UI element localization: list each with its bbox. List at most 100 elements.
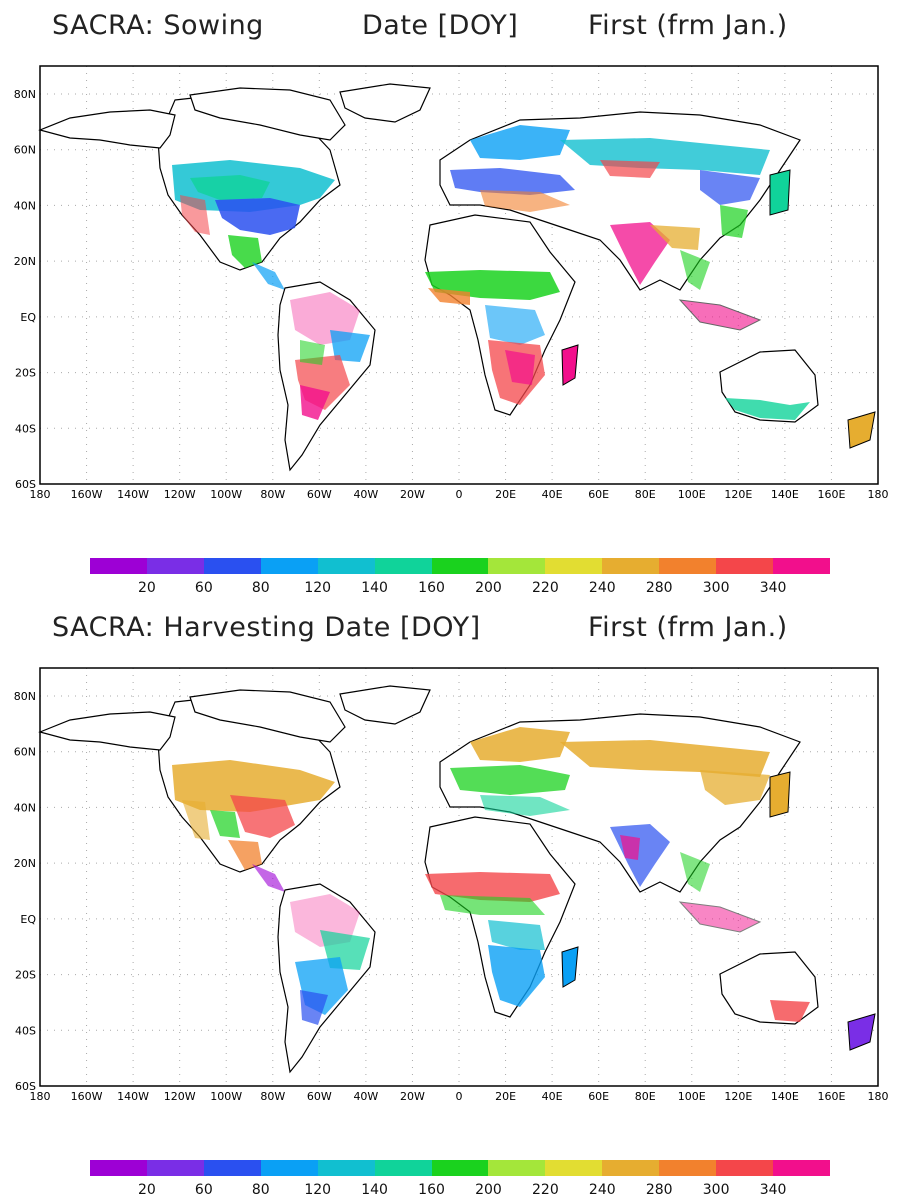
colorbar-swatch [659, 1160, 717, 1176]
lat-tick-label: 40N [14, 199, 36, 212]
colorbar-swatch [317, 558, 376, 574]
colorbar-label: 220 [532, 1182, 559, 1198]
map-data-layer [38, 83, 876, 472]
colorbar-swatch [716, 1160, 774, 1176]
lon-tick-label: 120W [164, 1090, 196, 1103]
lat-tick-label: 60N [14, 746, 36, 759]
colorbar-label: 200 [475, 580, 502, 596]
lat-tick-label: 20S [15, 367, 36, 380]
lat-tick-label: 40N [14, 801, 36, 814]
lon-tick-label: 60E [588, 488, 609, 501]
colorbar-swatch [260, 558, 319, 574]
lon-tick-label: 20E [495, 1090, 516, 1103]
lat-tick-labels: 80N 60N 40N 20N EQ 20S 40S 60S [14, 690, 37, 1093]
colorbar-swatch [146, 1160, 205, 1176]
colorbar-swatch [488, 1160, 546, 1176]
sowing-title: SACRA: Sowing Date [DOY] First (frm Jan.… [0, 10, 900, 50]
colorbar-swatch [773, 1160, 831, 1176]
lat-tick-label: EQ [20, 913, 36, 926]
lon-tick-label: 140E [771, 488, 799, 501]
colorbar-label: 60 [194, 1182, 213, 1198]
colorbar-label: 240 [588, 1182, 616, 1198]
lat-tick-label: 60N [14, 144, 36, 157]
title-part-1: SACRA: Sowing [52, 10, 264, 41]
lon-tick-label: 180 [868, 488, 889, 501]
lat-tick-label: 40S [15, 422, 36, 435]
colorbar-label: 200 [475, 1182, 502, 1198]
lon-tick-label: 0 [456, 1090, 463, 1103]
lon-tick-label: 40E [542, 488, 563, 501]
lon-tick-label: 160E [817, 1090, 845, 1103]
lon-tick-label: 120W [164, 488, 196, 501]
lon-tick-label: 80E [635, 488, 656, 501]
harvesting-title: SACRA: Harvesting Date [DOY] First (frm … [0, 612, 900, 652]
lon-tick-label: 60W [307, 488, 332, 501]
title-part-2: Date [DOY] [362, 10, 519, 41]
lon-tick-label: 160W [71, 488, 103, 501]
colorbar-label: 140 [361, 1182, 388, 1198]
colorbar-swatch [773, 558, 831, 574]
colorbar-label: 340 [759, 1182, 787, 1198]
colorbar-label: 300 [702, 580, 730, 596]
lat-tick-label: 20S [15, 969, 36, 982]
colorbar-label: 160 [418, 580, 445, 596]
colorbar-label: 140 [361, 580, 388, 596]
colorbar-label: 340 [759, 580, 787, 596]
colorbar-label: 120 [304, 1182, 332, 1198]
lat-tick-label: 80N [14, 88, 36, 101]
lon-tick-label: 60W [307, 1090, 332, 1103]
colorbar-label: 120 [304, 580, 332, 596]
lat-tick-label: 20N [14, 255, 36, 268]
colorbar-swatch [90, 558, 148, 574]
lon-tick-label: 40E [542, 1090, 563, 1103]
colorbar-swatch [431, 558, 489, 574]
lon-tick-label: 20E [495, 488, 516, 501]
title-part-3: First (frm Jan.) [588, 612, 788, 643]
colorbar-swatch [374, 1160, 433, 1176]
lon-tick-labels: 180 160W 140W 120W 100W 80W 60W 40W 20W 0 20E 40E 60… [30, 1090, 889, 1103]
colorbar-swatch [488, 558, 546, 574]
colorbar-swatch [659, 558, 717, 574]
colorbar-swatch [431, 1160, 489, 1176]
lat-tick-label: 40S [15, 1024, 36, 1037]
colorbar-swatch [716, 558, 774, 574]
lon-tick-label: 180 [30, 1090, 51, 1103]
lat-tick-labels: 80N 60N 40N 20N EQ 20S 40S 60S [14, 88, 37, 491]
colorbar-label: 280 [645, 580, 673, 596]
colorbar-label: 80 [251, 1182, 270, 1198]
colorbar-swatch [90, 1160, 148, 1176]
colorbar-swatch [146, 558, 205, 574]
colorbar-label: 220 [532, 580, 559, 596]
lon-tick-label: 180 [868, 1090, 889, 1103]
lon-tick-label: 160W [71, 1090, 103, 1103]
colorbar-swatch [203, 558, 262, 574]
lon-tick-label: 140E [771, 1090, 799, 1103]
lon-tick-label: 80W [260, 488, 285, 501]
lon-tick-label: 0 [456, 488, 463, 501]
colorbar-label: 300 [702, 1182, 730, 1198]
colorbar-label: 160 [418, 1182, 445, 1198]
sowing-colorbar: 20 60 80 120 140 160 200 220 240 280 300 340 [90, 558, 831, 598]
colorbar-label: 80 [251, 580, 270, 596]
lon-tick-label: 180 [30, 488, 51, 501]
lon-tick-label: 60E [588, 1090, 609, 1103]
lon-tick-label: 20W [400, 1090, 425, 1103]
lat-tick-label: 20N [14, 857, 36, 870]
lon-tick-label: 120E [724, 1090, 752, 1103]
lon-tick-label: 120E [724, 488, 752, 501]
colorbar-swatch [260, 1160, 319, 1176]
map-frame [39, 667, 879, 1087]
lon-tick-label: 40W [353, 1090, 378, 1103]
colorbar-label: 60 [194, 580, 213, 596]
map-data-layer [38, 685, 876, 1074]
lat-tick-label: 80N [14, 690, 36, 703]
lon-tick-label: 80W [260, 1090, 285, 1103]
lon-tick-label: 160E [817, 488, 845, 501]
lat-tick-label: 60S [15, 478, 36, 491]
lon-tick-labels: 180 160W 140W 120W 100W 80W 60W 40W 20W 0 20E 40E 60… [30, 488, 889, 501]
colorbar-swatch [317, 1160, 376, 1176]
colorbar-swatch [602, 1160, 660, 1176]
colorbar-swatch [545, 1160, 603, 1176]
